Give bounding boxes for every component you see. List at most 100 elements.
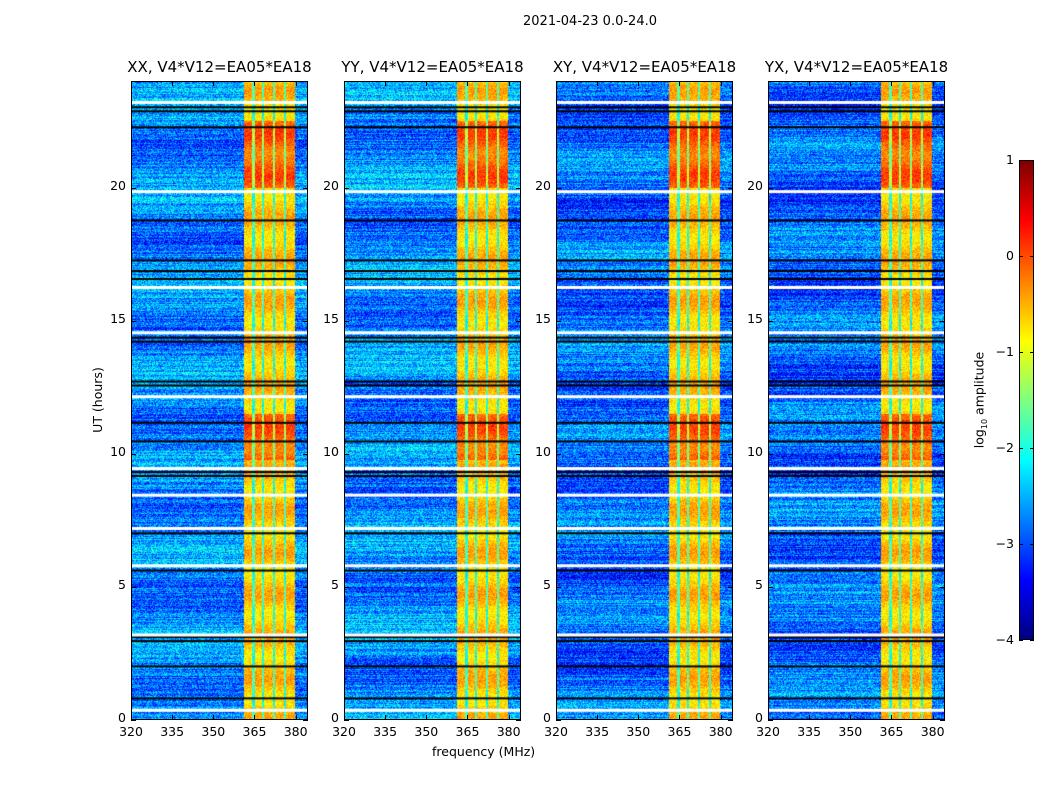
- x-tick-mark: [426, 81, 428, 86]
- y-tick-mark: [556, 586, 561, 588]
- x-tick-label: 350: [201, 724, 226, 739]
- panel-title: YY, V4*V12=EA05*EA18: [341, 58, 524, 76]
- y-tick-label: 5: [543, 576, 551, 592]
- x-tick-mark: [679, 81, 681, 86]
- y-tick-mark: [131, 187, 136, 189]
- y-tick-mark: [940, 586, 945, 588]
- colorbar-tick-mark: [1019, 352, 1023, 353]
- y-tick-label: 15: [323, 310, 339, 326]
- colorbar-tick-mark: [1030, 640, 1034, 641]
- colorbar-tick-mark: [1019, 544, 1023, 545]
- y-tick-mark: [768, 453, 773, 455]
- y-tick-label: 20: [323, 177, 339, 193]
- colorbar-tick-mark: [1019, 160, 1023, 161]
- x-tick-mark: [638, 715, 640, 720]
- y-tick-mark: [940, 720, 945, 721]
- y-tick-label: 5: [118, 576, 126, 592]
- x-tick-label: 320: [119, 724, 143, 739]
- colorbar-tick-label: 1: [1006, 152, 1014, 167]
- y-tick-mark: [556, 453, 561, 455]
- y-tick-mark: [303, 187, 308, 189]
- y-tick-mark: [556, 320, 561, 322]
- y-tick-label: 20: [747, 177, 763, 193]
- y-tick-label: 0: [331, 710, 339, 725]
- colorbar-tick-label: −1: [995, 344, 1014, 359]
- x-tick-label: 320: [332, 724, 356, 739]
- y-tick-mark: [768, 320, 773, 322]
- colorbar-tick-label: −2: [995, 440, 1014, 455]
- x-tick-label: 350: [838, 724, 863, 739]
- x-tick-mark: [508, 81, 510, 86]
- panel-0: XX, V4*V12=EA05*EA18 320 335 350 365 380 0 5 10 1…: [110, 58, 312, 739]
- colorbar-tick-mark: [1019, 640, 1023, 641]
- y-tick-label: 0: [543, 710, 551, 725]
- x-tick-mark: [254, 81, 256, 86]
- y-tick-mark: [303, 586, 308, 588]
- colorbar-tick-mark: [1030, 544, 1034, 545]
- panel-title: XX, V4*V12=EA05*EA18: [127, 58, 312, 76]
- y-tick-mark: [728, 586, 733, 588]
- y-tick-mark: [516, 320, 521, 322]
- y-tick-mark: [516, 453, 521, 455]
- heatmap-canvas: [131, 81, 308, 720]
- colorbar-tick-mark: [1019, 256, 1023, 257]
- x-tick-mark: [720, 715, 722, 720]
- x-tick-label: 335: [797, 724, 822, 739]
- panel-title: YX, V4*V12=EA05*EA18: [764, 58, 949, 76]
- y-tick-mark: [344, 720, 349, 721]
- y-tick-label: 15: [110, 310, 126, 326]
- x-tick-label: 365: [455, 724, 480, 739]
- x-tick-mark: [891, 715, 893, 720]
- colorbar-tick-label: −3: [995, 536, 1014, 551]
- y-tick-label: 10: [535, 443, 551, 459]
- colorbar-label-sub: 10: [979, 418, 989, 430]
- colorbar-tick-mark: [1030, 352, 1034, 353]
- x-tick-mark: [131, 81, 132, 86]
- x-tick-mark: [850, 715, 852, 720]
- x-tick-mark: [172, 81, 174, 86]
- panel-frame: [768, 81, 945, 720]
- y-tick-mark: [131, 453, 136, 455]
- colorbar-tick-mark: [1019, 448, 1023, 449]
- y-tick-mark: [768, 586, 773, 588]
- x-tick-mark: [720, 81, 722, 86]
- x-tick-mark: [385, 715, 387, 720]
- x-tick-label: 335: [373, 724, 398, 739]
- x-tick-mark: [467, 715, 469, 720]
- x-tick-label: 320: [756, 724, 780, 739]
- x-tick-mark: [295, 81, 297, 86]
- x-tick-mark: [295, 715, 297, 720]
- panel-3: YX, V4*V12=EA05*EA18 320 335 350 365 380 0 5 10 1…: [747, 58, 948, 739]
- colorbar-tick-mark: [1030, 448, 1034, 449]
- x-tick-label: 335: [160, 724, 185, 739]
- y-tick-mark: [303, 453, 308, 455]
- y-tick-mark: [516, 586, 521, 588]
- y-tick-mark: [556, 720, 561, 721]
- y-tick-mark: [303, 320, 308, 322]
- x-tick-mark: [850, 81, 852, 86]
- x-tick-mark: [932, 715, 934, 720]
- y-tick-mark: [131, 586, 136, 588]
- x-tick-mark: [932, 81, 934, 86]
- y-tick-label: 10: [110, 443, 126, 459]
- panel-frame: [131, 81, 308, 720]
- x-tick-label: 350: [626, 724, 651, 739]
- y-tick-mark: [344, 187, 349, 189]
- y-tick-mark: [768, 187, 773, 189]
- colorbar-label-main: log: [971, 429, 987, 449]
- colorbar-tick-mark: [1030, 256, 1034, 257]
- colorbar-tick-mark: [1030, 160, 1034, 161]
- x-axis-label: frequency (MHz): [432, 744, 536, 759]
- x-tick-mark: [344, 81, 345, 86]
- y-tick-mark: [131, 320, 136, 322]
- x-tick-label: 320: [544, 724, 568, 739]
- x-tick-label: 380: [496, 724, 521, 739]
- y-tick-mark: [516, 720, 521, 721]
- heatmap-canvas: [556, 81, 733, 720]
- figure-title: 2021-04-23 0.0-24.0: [523, 14, 657, 29]
- colorbar-frame: [1019, 160, 1034, 640]
- x-tick-mark: [467, 81, 469, 86]
- x-tick-mark: [172, 715, 174, 720]
- y-tick-mark: [344, 453, 349, 455]
